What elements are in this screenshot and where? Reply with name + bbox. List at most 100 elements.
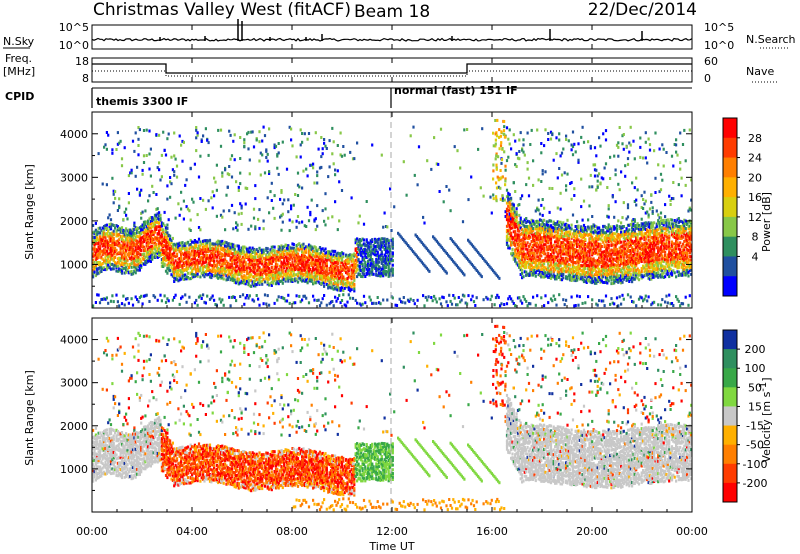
power-cell xyxy=(576,294,579,298)
power-cell xyxy=(543,246,546,250)
power-cell xyxy=(338,277,341,280)
power-cell xyxy=(182,244,185,248)
power-cell xyxy=(600,299,603,303)
power-cell xyxy=(604,281,608,284)
power-cell xyxy=(580,225,583,229)
power-cell xyxy=(151,252,154,256)
power-cell xyxy=(533,271,536,275)
power-cell xyxy=(525,236,528,240)
power-cell xyxy=(222,303,225,307)
power-cell xyxy=(112,251,115,255)
power-cell xyxy=(141,240,144,244)
power-cell xyxy=(229,246,232,250)
power-cell xyxy=(180,255,183,259)
power-cell xyxy=(125,227,128,231)
power-cell xyxy=(248,252,251,256)
power-cell xyxy=(563,247,566,251)
power-cell xyxy=(182,261,185,265)
power-cell xyxy=(119,139,122,143)
power-cell xyxy=(167,233,170,237)
power-cell xyxy=(130,262,133,265)
power-cell xyxy=(254,284,257,288)
power-cell xyxy=(332,278,335,282)
power-cell xyxy=(328,302,331,306)
power-cell xyxy=(219,276,223,280)
power-cell xyxy=(127,231,130,235)
power-cell xyxy=(270,274,273,278)
power-cell xyxy=(600,233,603,237)
power-cell xyxy=(600,273,603,277)
power-cell xyxy=(255,283,258,287)
power-cell xyxy=(329,268,333,272)
power-cell xyxy=(541,251,544,254)
power-cell xyxy=(138,230,141,234)
power-cell xyxy=(221,254,224,258)
power-cell xyxy=(145,238,148,242)
power-cell xyxy=(587,256,590,260)
power-cell xyxy=(240,206,243,210)
power-cell xyxy=(340,286,344,290)
power-cell xyxy=(202,239,205,243)
power-cell xyxy=(559,263,562,267)
power-cell xyxy=(122,234,125,238)
power-cell xyxy=(115,231,118,235)
power-cell xyxy=(367,252,370,256)
power-cell xyxy=(144,255,147,259)
power-cell xyxy=(140,264,143,267)
power-cell xyxy=(507,215,510,219)
power-cell xyxy=(536,207,539,211)
power-cell xyxy=(174,266,177,270)
nave-tick-bottom: 0 xyxy=(704,72,711,85)
power-cell xyxy=(334,274,337,278)
power-cell xyxy=(244,246,247,250)
power-cell xyxy=(182,253,185,257)
power-cell xyxy=(545,239,548,243)
power-cell xyxy=(364,262,367,266)
power-cell xyxy=(577,263,580,267)
power-cell xyxy=(566,257,569,261)
power-cell xyxy=(98,231,102,235)
power-cell xyxy=(591,281,594,285)
power-cell xyxy=(235,261,238,265)
power-cell xyxy=(303,246,306,250)
power-cell xyxy=(353,269,356,273)
power-cell xyxy=(545,255,548,258)
power-cell xyxy=(265,258,268,262)
power-cell xyxy=(166,253,169,257)
power-cell xyxy=(527,225,531,229)
power-cell xyxy=(273,216,276,220)
power-cell xyxy=(558,132,561,136)
power-cell xyxy=(393,205,396,209)
power-cell xyxy=(163,262,166,266)
power-cell xyxy=(224,270,227,273)
power-cell xyxy=(167,218,170,222)
power-cell xyxy=(218,241,221,245)
power-cell xyxy=(298,294,301,298)
power-cell xyxy=(595,234,598,238)
power-cell xyxy=(526,260,529,264)
power-cell xyxy=(302,251,305,255)
power-cell xyxy=(279,280,282,283)
power-cell xyxy=(573,247,576,251)
power-cell xyxy=(206,266,209,270)
power-cell xyxy=(563,261,566,265)
power-cell xyxy=(160,258,163,261)
power-cell xyxy=(599,144,602,148)
power-cell xyxy=(369,298,372,302)
power-cell xyxy=(243,267,246,271)
power-cell xyxy=(573,235,576,238)
power-cell xyxy=(252,270,256,274)
power-cell xyxy=(101,262,104,265)
power-cell xyxy=(301,268,304,272)
power-cell xyxy=(145,230,148,234)
power-cell xyxy=(570,246,573,250)
power-cell xyxy=(137,231,140,234)
power-cell xyxy=(279,264,282,268)
power-cell xyxy=(137,259,140,263)
power-cell xyxy=(181,268,184,272)
power-cell xyxy=(236,253,239,257)
power-cell xyxy=(182,199,185,203)
power-cell xyxy=(548,219,551,223)
power-cell xyxy=(312,282,315,286)
power-cell xyxy=(320,301,323,305)
